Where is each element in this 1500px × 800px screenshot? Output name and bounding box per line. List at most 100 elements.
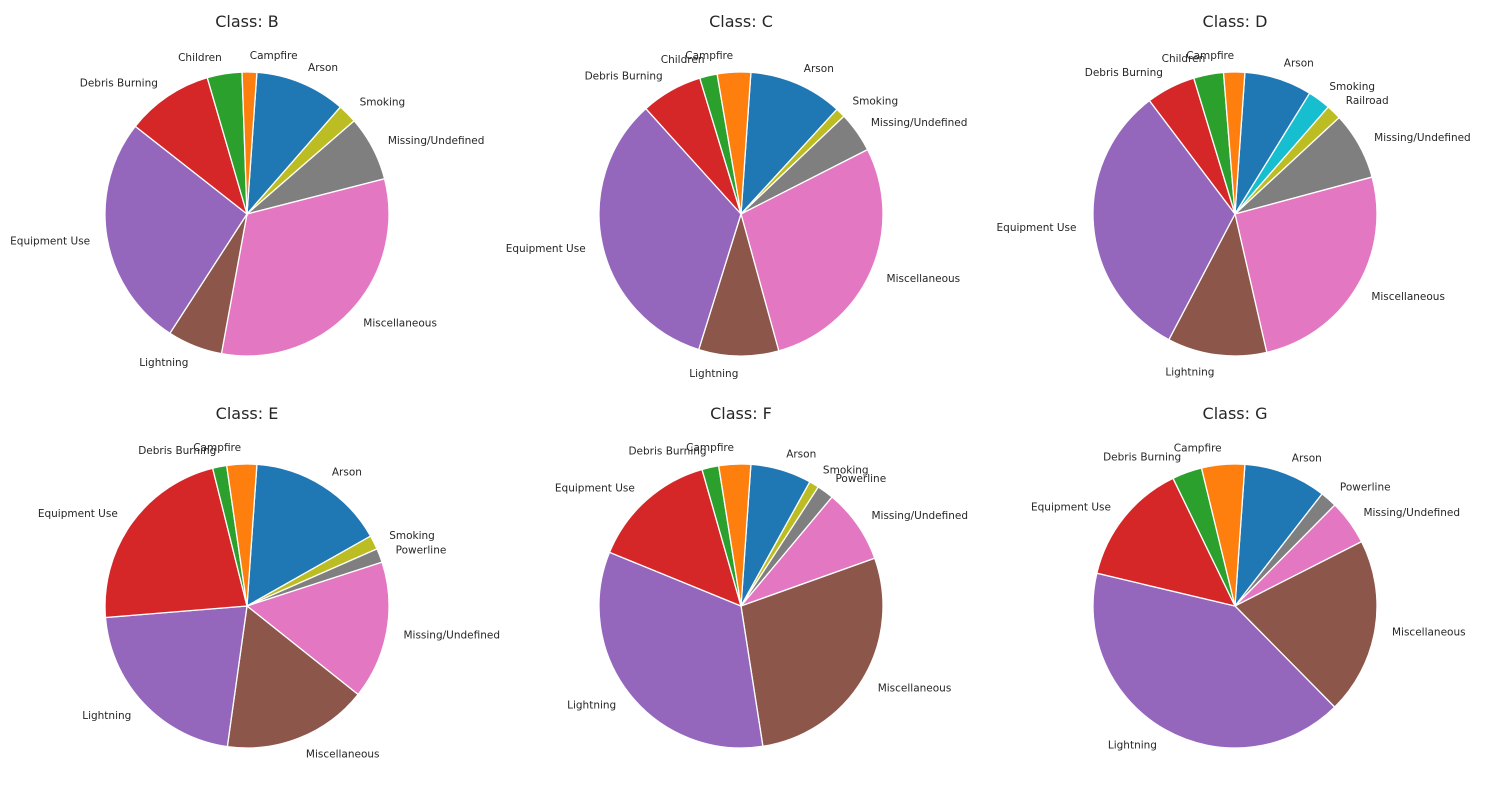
slice-lightning [1092, 572, 1336, 749]
slice-label-miscellaneous: Miscellaneous [1392, 626, 1466, 638]
slice-equipment-use [608, 468, 742, 608]
pie-panel-class-e: Class: E Arson Smoking Powerline Missing/Und… [0, 392, 500, 792]
slice-miscellaneous [740, 148, 884, 352]
slice-label-missing-undefined: Missing/Undefined [871, 510, 968, 522]
pie-panel-class-d: Class: D Arson Smoking Railroad Missing/Unde… [988, 0, 1488, 400]
slice-label-smoking: Smoking [1329, 81, 1375, 93]
chart-title: Class: G [1203, 404, 1268, 423]
slice-equipment-use [598, 107, 742, 351]
slice-label-campfire: Campfire [1174, 443, 1222, 455]
slice-missing-undefined [245, 561, 390, 696]
pie-panel-class-f: Class: F Arson Smoking Powerline Missing/Und… [494, 392, 994, 792]
slice-label-campfire: Campfire [1186, 50, 1234, 62]
slice-label-campfire: Campfire [250, 50, 298, 62]
slice-label-missing-undefined: Missing/Undefined [1374, 132, 1471, 144]
slice-lightning [598, 551, 764, 749]
slice-label-smoking: Smoking [360, 97, 406, 109]
chart-title: Class: E [216, 404, 279, 423]
slice-label-equipment-use: Equipment Use [10, 235, 90, 247]
slice-label-children: Children [1162, 53, 1206, 65]
slice-label-arson: Arson [1292, 452, 1322, 464]
slice-label-lightning: Lightning [567, 700, 616, 712]
slice-label-arson: Arson [804, 63, 834, 75]
slice-label-miscellaneous: Miscellaneous [363, 317, 437, 329]
slice-campfire [1200, 463, 1246, 607]
slice-arson [740, 71, 838, 216]
chart-title: Class: C [709, 12, 773, 31]
slice-label-lightning: Lightning [82, 710, 131, 722]
slice-label-campfire: Campfire [686, 442, 734, 454]
slice-label-smoking: Smoking [389, 530, 435, 542]
pie-chart-class-e: Class: E Arson Smoking Powerline Missing/Und… [38, 404, 500, 761]
slice-equipment-use [104, 467, 248, 619]
pie-panel-class-c: Class: C Arson Smoking Missing/Undefined Mis… [494, 0, 994, 400]
slice-miscellaneous [1234, 176, 1378, 354]
slice-label-missing-undefined: Missing/Undefined [403, 629, 500, 641]
slice-label-miscellaneous: Miscellaneous [1371, 291, 1445, 303]
slice-equipment-use [1092, 99, 1236, 341]
slice-label-lightning: Lightning [689, 368, 738, 380]
slice-label-children: Children [661, 54, 705, 66]
slice-arson [1234, 463, 1324, 609]
slice-label-powerline: Powerline [835, 473, 886, 485]
pie-chart-class-b: Class: B Arson Smoking Missing/Undefined Mis… [10, 12, 485, 369]
slice-label-powerline: Powerline [396, 544, 447, 556]
slice-campfire [225, 463, 258, 607]
slice-label-arson: Arson [308, 62, 338, 74]
slice-label-miscellaneous: Miscellaneous [887, 273, 961, 285]
slice-label-lightning: Lightning [1108, 740, 1157, 752]
slice-lightning [1167, 212, 1268, 357]
slice-arson [246, 71, 342, 216]
slice-label-equipment-use: Equipment Use [997, 222, 1077, 234]
slice-label-campfire: Campfire [685, 50, 733, 62]
slice-label-smoking: Smoking [852, 96, 898, 108]
slice-label-children: Children [178, 52, 222, 64]
slice-label-debris-burning: Debris Burning [585, 71, 663, 83]
slice-label-equipment-use: Equipment Use [555, 483, 635, 495]
slice-campfire [241, 71, 258, 215]
slice-lightning [104, 605, 248, 748]
slice-label-miscellaneous: Miscellaneous [306, 749, 380, 761]
slice-label-arson: Arson [786, 449, 816, 461]
chart-title: Class: B [215, 12, 279, 31]
slice-miscellaneous [1233, 540, 1378, 709]
slice-label-campfire: Campfire [193, 442, 241, 454]
slice-miscellaneous [220, 177, 390, 357]
slice-debris-burning [134, 76, 249, 216]
slice-label-lightning: Lightning [1165, 367, 1214, 379]
slice-label-arson: Arson [332, 467, 362, 479]
pie-chart-class-c: Class: C Arson Smoking Missing/Undefined Mis… [506, 12, 968, 380]
slice-label-railroad: Railroad [1346, 95, 1389, 107]
slice-label-miscellaneous: Miscellaneous [878, 682, 952, 694]
slice-label-equipment-use: Equipment Use [38, 508, 118, 520]
slice-lightning [697, 211, 780, 357]
slice-label-debris-burning: Debris Burning [1085, 67, 1163, 79]
pie-chart-class-g: Class: G Arson Powerline Missing/Undefined M… [1031, 404, 1466, 752]
slice-miscellaneous [740, 557, 884, 748]
pie-chart-class-d: Class: D Arson Smoking Railroad Missing/Unde… [997, 12, 1471, 379]
pie-panel-class-b: Class: B Arson Smoking Missing/Undefined Mis… [0, 0, 500, 400]
slice-label-missing-undefined: Missing/Undefined [1363, 507, 1460, 519]
slice-arson [246, 463, 372, 608]
slice-equipment-use [1096, 477, 1237, 607]
slice-label-missing-undefined: Missing/Undefined [388, 135, 485, 147]
slice-label-lightning: Lightning [139, 357, 188, 369]
slice-miscellaneous [226, 604, 359, 749]
slice-label-arson: Arson [1284, 58, 1314, 70]
slice-label-debris-burning: Debris Burning [80, 77, 158, 89]
slice-label-equipment-use: Equipment Use [506, 243, 586, 255]
slice-label-debris-burning: Debris Burning [1103, 451, 1181, 463]
slice-label-equipment-use: Equipment Use [1031, 501, 1111, 513]
slice-label-powerline: Powerline [1340, 481, 1391, 493]
pie-panel-class-g: Class: G Arson Powerline Missing/Undefined M… [988, 392, 1488, 792]
slice-label-missing-undefined: Missing/Undefined [871, 117, 968, 129]
slice-label-debris-burning: Debris Burning [138, 445, 216, 457]
slice-campfire [716, 71, 752, 215]
slice-campfire [717, 463, 752, 607]
chart-title: Class: D [1203, 12, 1268, 31]
slice-label-debris-burning: Debris Burning [628, 446, 706, 458]
slice-equipment-use [104, 125, 248, 335]
chart-title: Class: F [710, 404, 772, 423]
slice-campfire [1222, 71, 1246, 215]
